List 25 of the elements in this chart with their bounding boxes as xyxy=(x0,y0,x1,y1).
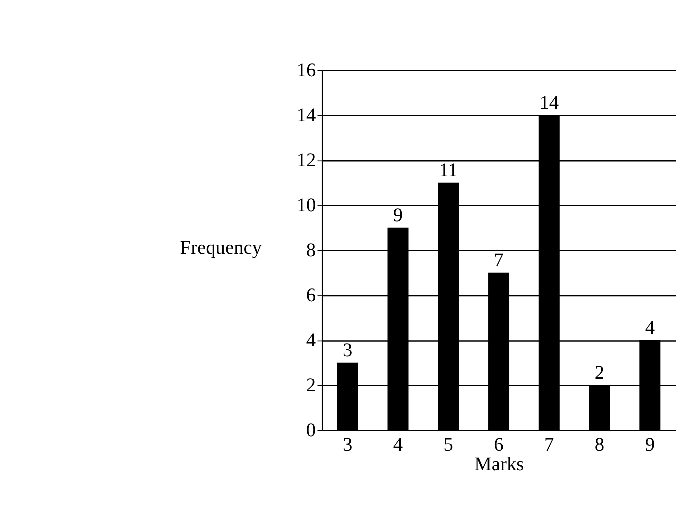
y-tick-label: 2 xyxy=(306,375,316,396)
y-tick-label: 6 xyxy=(306,285,316,306)
x-tick-label: 7 xyxy=(544,435,555,456)
data-label: 2 xyxy=(594,362,605,384)
data-label: 4 xyxy=(645,318,656,339)
data-label: 11 xyxy=(439,160,458,182)
y-tick-label: 0 xyxy=(306,420,316,442)
data-label: 7 xyxy=(494,250,504,272)
x-tick-label: 3 xyxy=(343,435,353,456)
y-tick-label: 14 xyxy=(296,105,316,126)
y-tick-label: 8 xyxy=(306,240,316,262)
data-label: 3 xyxy=(343,340,353,362)
data-label: 9 xyxy=(393,205,404,226)
x-axis-title: Marks xyxy=(474,454,524,476)
x-tick-label: 8 xyxy=(594,435,605,456)
y-tick-label: 10 xyxy=(296,195,316,216)
x-tick-label: 4 xyxy=(393,435,404,456)
x-tick-label: 6 xyxy=(494,435,504,456)
y-tick-label: 16 xyxy=(296,60,316,82)
y-axis-title: Frequency xyxy=(180,238,262,260)
data-label: 14 xyxy=(540,92,560,114)
x-tick-label: 9 xyxy=(645,435,655,456)
y-tick-label: 12 xyxy=(296,150,316,172)
y-tick-label: 4 xyxy=(306,330,316,352)
x-tick-label: 5 xyxy=(444,435,454,456)
